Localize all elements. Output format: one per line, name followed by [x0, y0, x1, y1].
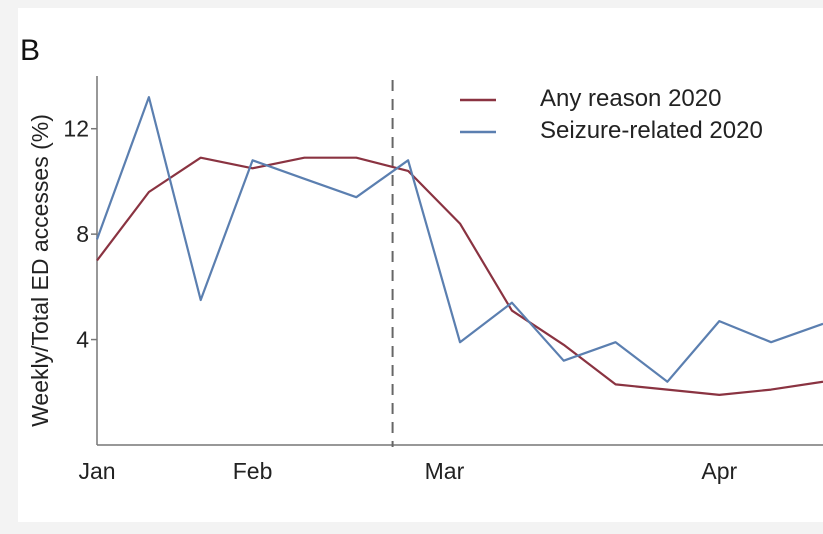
- series-line-2: [95, 95, 823, 383]
- legend-label: Any reason 2020: [540, 85, 721, 112]
- y-axis-title: Weekly/Total ED accesses (%): [27, 114, 53, 427]
- x-tick-label: Mar: [425, 458, 465, 484]
- series-lines: [95, 95, 823, 396]
- legend: Any reason 2020 Seizure-related 2020: [460, 85, 763, 144]
- panel-letter: B: [20, 34, 40, 67]
- y-tick-label: 8: [76, 221, 89, 247]
- series-line-1: [96, 156, 823, 396]
- x-tick-label: Jan: [78, 458, 115, 484]
- x-ticks: Jan Feb Mar Apr: [78, 458, 737, 484]
- y-tick-label: 12: [63, 116, 89, 142]
- chart-panel: B Weekly/Total ED accesses (%) 4 8 12 Jan F…: [18, 8, 823, 522]
- x-tick-label: Apr: [701, 458, 737, 484]
- y-ticks: 4 8 12: [63, 116, 97, 353]
- line-chart: B Weekly/Total ED accesses (%) 4 8 12 Jan F…: [20, 34, 823, 484]
- legend-label: Seizure-related 2020: [540, 117, 763, 144]
- y-tick-label: 4: [76, 327, 89, 353]
- x-tick-label: Feb: [233, 458, 273, 484]
